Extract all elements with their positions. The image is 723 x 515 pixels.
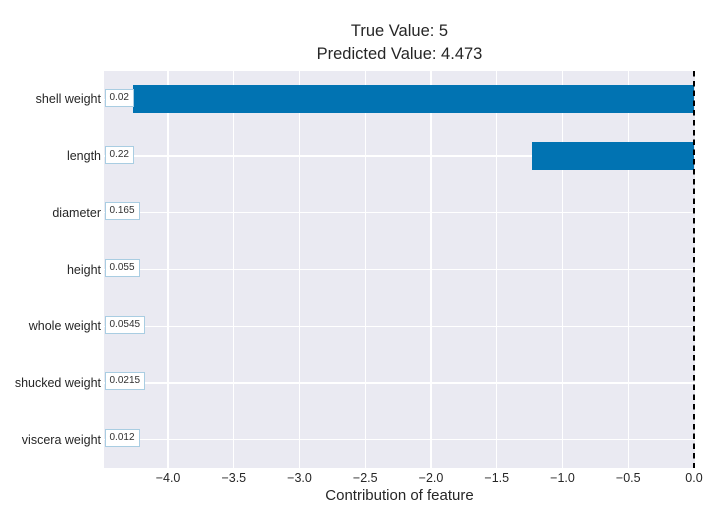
x-tick-label: −1.0 (550, 471, 575, 485)
feature-value-annotation: 0.0215 (104, 372, 146, 391)
y-gridline (104, 268, 695, 271)
chart-title: True Value: 5 Predicted Value: 4.473 (104, 20, 695, 66)
x-tick-label: −3.0 (287, 471, 312, 485)
x-tick-label: −2.5 (352, 471, 378, 485)
y-tick-label: length (66, 149, 101, 164)
plot-area: 0.02 0.22 0.165 0.055 0.0545 0.0215 0.012 (104, 71, 695, 468)
y-gridline (104, 155, 695, 157)
bar-shell-weight (132, 85, 694, 114)
y-tick-label: whole weight (28, 319, 101, 334)
x-tick-label: −4.0 (155, 471, 181, 485)
feature-value-annotation: 0.055 (104, 259, 140, 277)
zero-reference-line (693, 71, 695, 468)
y-tick-label: diameter (52, 205, 101, 220)
x-tick-label: −0.5 (615, 471, 641, 485)
x-tick-label: −1.5 (484, 471, 510, 485)
bar-length (532, 142, 694, 171)
x-tick-label: −2.0 (418, 471, 444, 485)
y-gridline (104, 212, 695, 214)
x-tick-label: −3.5 (221, 471, 247, 485)
y-gridline (104, 382, 695, 384)
y-tick-label: shucked weight (14, 375, 101, 390)
feature-value-annotation: 0.0545 (104, 315, 146, 334)
feature-value-annotation: 0.02 (104, 88, 134, 107)
y-tick-label: viscera weight (21, 432, 101, 447)
chart-title-line2: Predicted Value: 4.473 (316, 45, 483, 63)
feature-value-annotation: 0.165 (104, 202, 140, 221)
x-axis-label: Contribution of feature (325, 487, 474, 504)
y-tick-label: height (66, 262, 101, 277)
x-tick-label: 0.0 (685, 471, 703, 485)
chart-title-line1: True Value: 5 (350, 22, 449, 40)
feature-value-annotation: 0.22 (104, 145, 134, 164)
feature-value-annotation: 0.012 (104, 429, 140, 448)
y-tick-label: shell weight (35, 92, 101, 107)
y-gridline (104, 325, 695, 327)
y-gridline (104, 438, 695, 441)
